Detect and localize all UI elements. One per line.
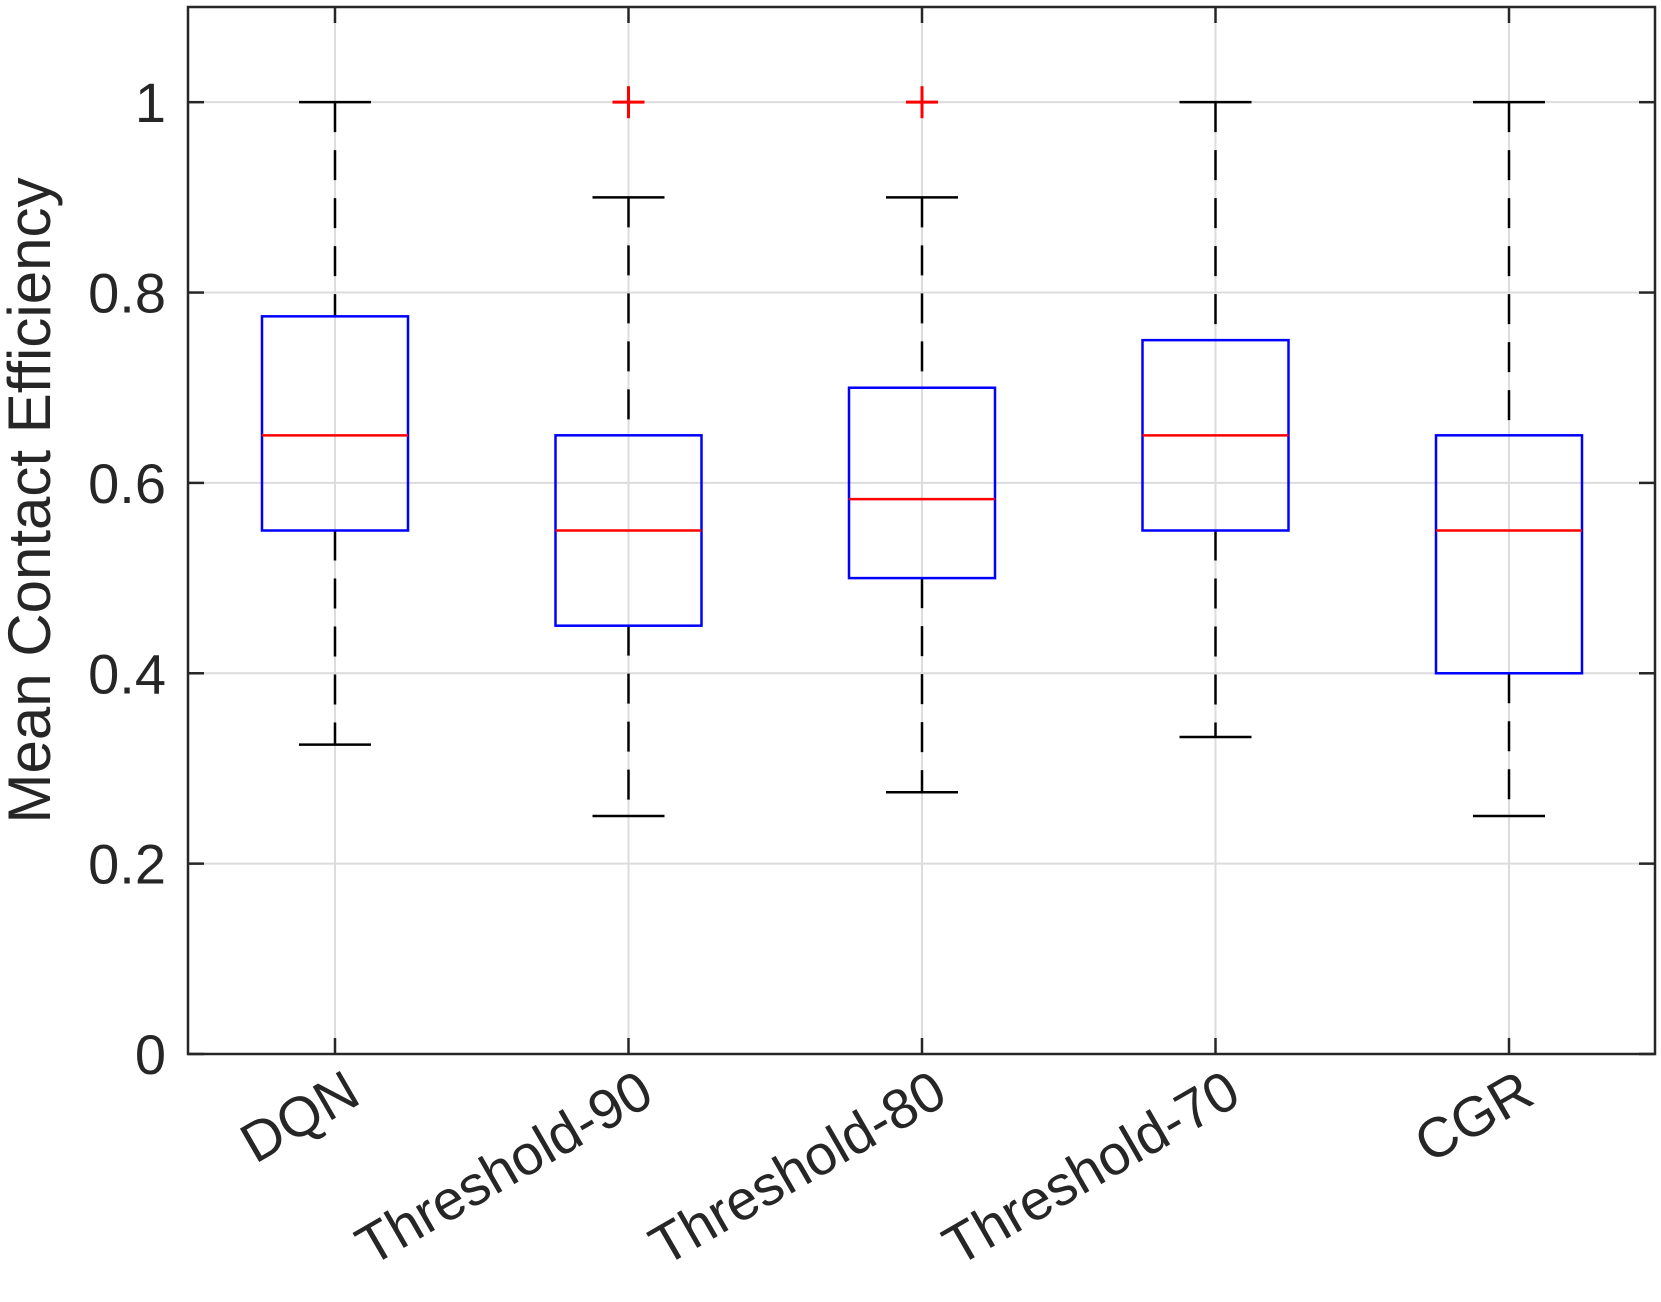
y-tick-label: 0.4 xyxy=(88,642,166,705)
x-tick-label: Threshold-70 xyxy=(932,1058,1249,1278)
outlier-marker xyxy=(906,86,938,119)
iqr-box xyxy=(260,315,410,532)
iqr-box xyxy=(847,386,997,580)
y-tick-label: 1 xyxy=(135,71,166,134)
box-dqn xyxy=(260,100,410,746)
axis-ticks xyxy=(188,7,1655,1056)
iqr-box xyxy=(1434,434,1584,675)
box-threshold-70 xyxy=(1141,100,1290,739)
y-tick-label: 0.2 xyxy=(88,833,166,896)
x-tick-label: Threshold-90 xyxy=(345,1058,662,1278)
outlier-marker xyxy=(612,86,645,119)
y-tick-label: 0 xyxy=(135,1023,166,1086)
x-tick-label: CGR xyxy=(1404,1058,1543,1175)
y-axis-label: Mean Contact Efficiency xyxy=(0,178,63,824)
box-cgr xyxy=(1434,100,1584,818)
x-tick-label: Threshold-80 xyxy=(639,1058,956,1278)
y-tick-label: 0.6 xyxy=(88,452,166,515)
x-tick-label: DQN xyxy=(230,1058,369,1175)
tick-labels: 0 0.2 0.4 0.6 0.8 1 DQNThreshold-90Threshold-8… xyxy=(88,71,1543,1277)
box-threshold-80 xyxy=(847,86,997,794)
y-tick-label: 0.8 xyxy=(88,262,166,325)
boxes xyxy=(260,86,1584,818)
box-threshold-90 xyxy=(554,86,703,818)
